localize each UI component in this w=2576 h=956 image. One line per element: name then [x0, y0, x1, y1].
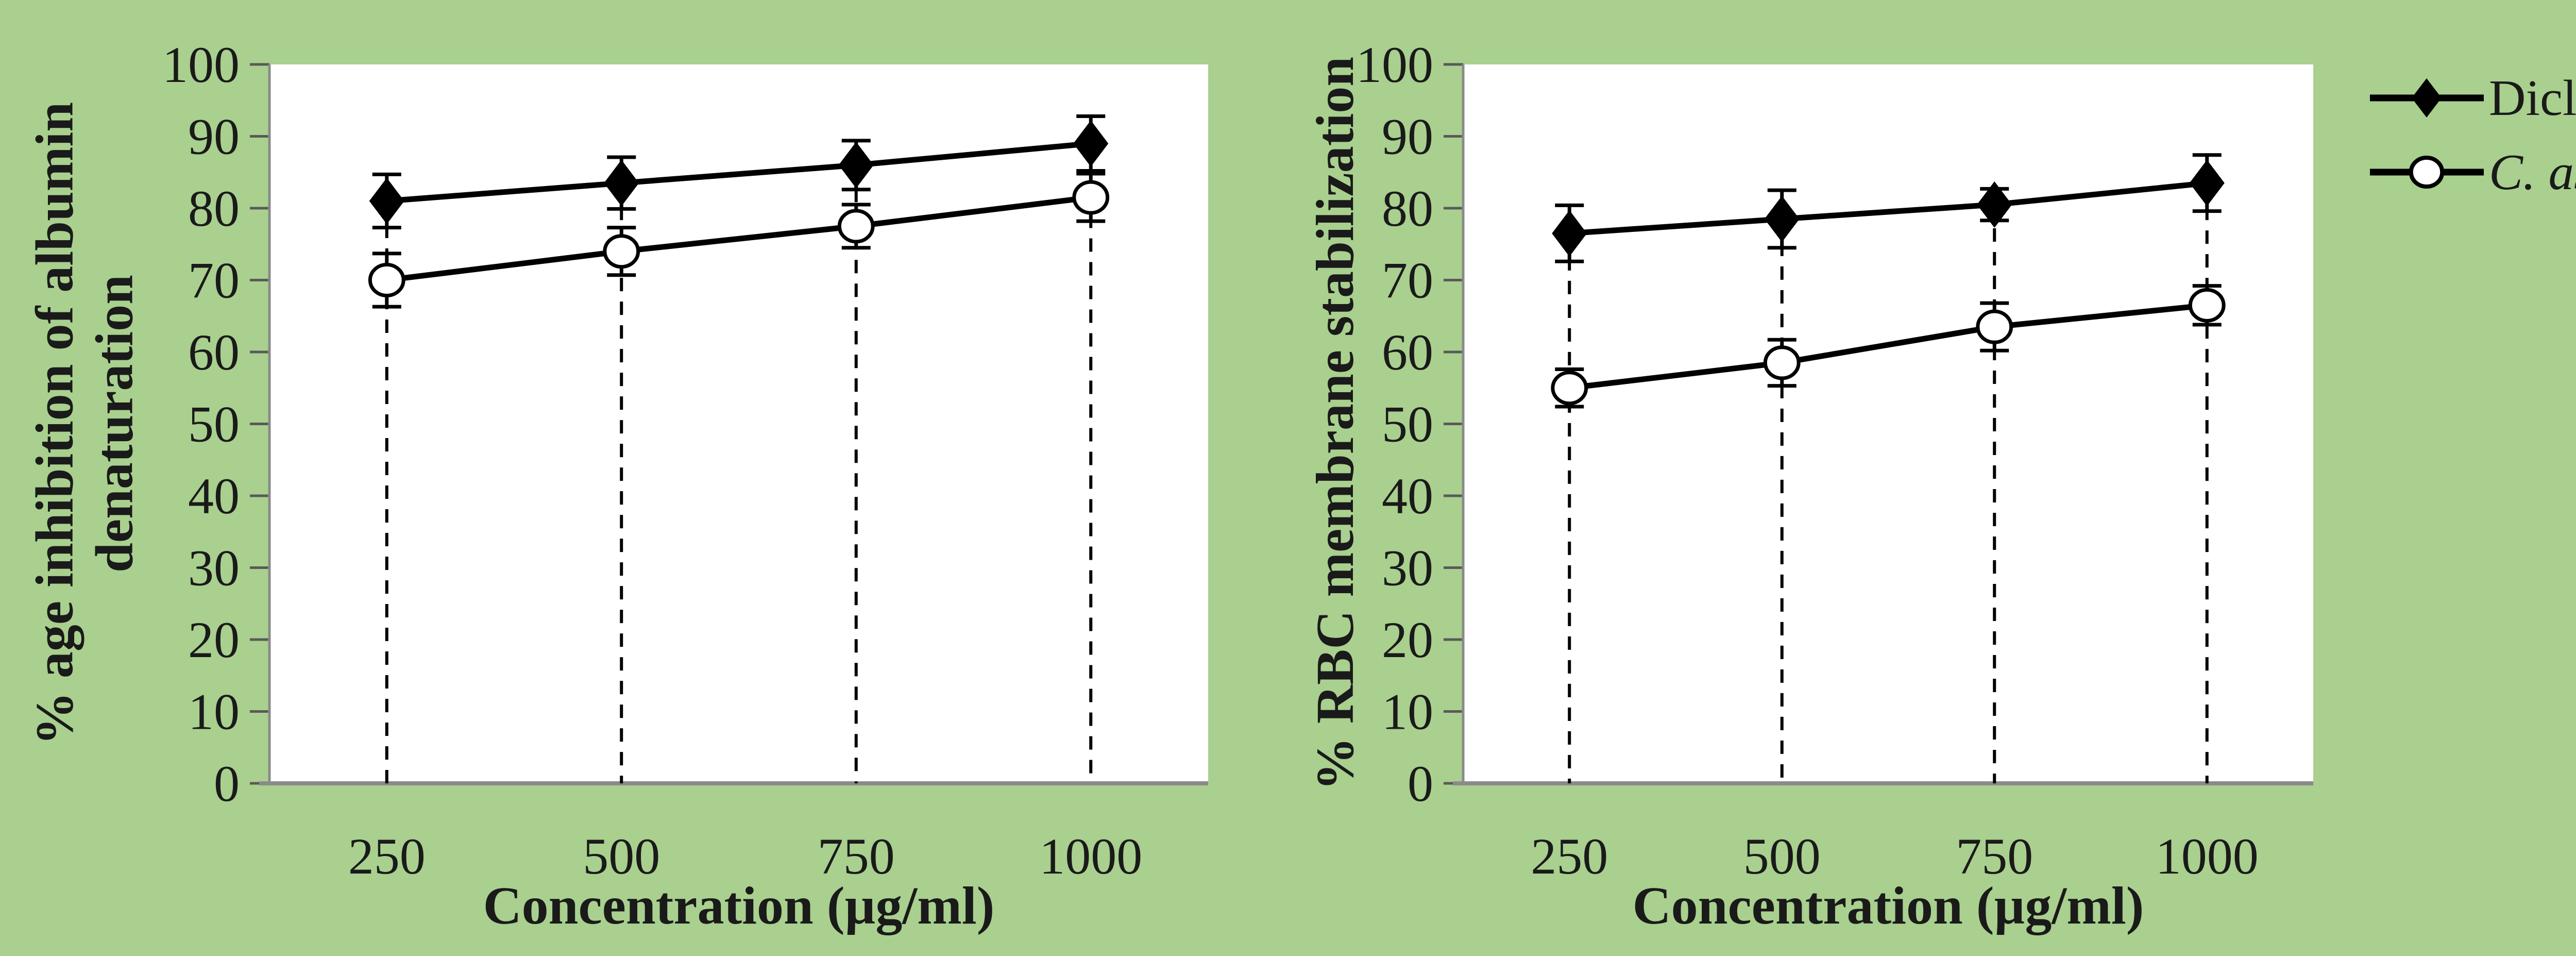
x-tick-label: 250 [348, 828, 426, 885]
x-tick-label: 250 [1531, 828, 1608, 885]
legend-circle [2409, 156, 2445, 189]
series-line [1569, 180, 2208, 237]
legend-entry-c-asiatica: C. asiatica [2369, 141, 2576, 203]
y-tick-label: 30 [1382, 540, 1433, 597]
y-tick-label: 60 [188, 324, 240, 381]
y-tick-label: 100 [162, 36, 240, 93]
data-point-circle [603, 234, 640, 269]
data-point-diamond [604, 160, 639, 207]
x-tick-label: 1000 [1039, 828, 1142, 885]
y-tick-label: 50 [1382, 396, 1433, 453]
data-point-diamond [1764, 195, 1800, 242]
y-tick-label: 20 [1382, 611, 1433, 668]
plot-area [1463, 64, 2313, 783]
data-point-diamond [2189, 160, 2225, 207]
y-tick-label: 100 [1356, 36, 1433, 93]
y-tick-label: 80 [1382, 180, 1433, 237]
data-point-diamond [838, 142, 874, 189]
series-line [386, 140, 1091, 204]
y-tick-label: 40 [188, 467, 240, 525]
legend-diamond [2412, 78, 2442, 118]
x-tick-label: 500 [583, 828, 660, 885]
legend-label-diclofenac: Diclofenac sodium [2489, 70, 2576, 126]
y-tick-label: 70 [188, 252, 240, 309]
y-tick-label: 30 [188, 540, 240, 597]
series-line [386, 194, 1091, 283]
data-point-circle [837, 209, 875, 244]
y-axis-title-left-line1: % age inhibition of albumin [25, 102, 84, 746]
series-line [1569, 302, 2208, 391]
data-point-circle [368, 263, 405, 297]
y-axis-title-right: % RBC membrane stabilization [1306, 57, 1365, 791]
data-point-diamond [1073, 120, 1109, 167]
data-point-circle [1072, 180, 1110, 215]
data-point-diamond [369, 178, 404, 225]
y-tick-label: 10 [188, 683, 240, 741]
y-axis-title-left: % age inhibition of albumin denaturation [25, 102, 145, 745]
diamond-marker-icon [2370, 78, 2484, 118]
y-axis-title-right-line1: % RBC membrane stabilization [1305, 56, 1365, 791]
y-tick-label: 90 [188, 108, 240, 165]
x-tick-label: 1000 [2156, 828, 2259, 885]
data-point-circle [1763, 345, 1801, 380]
y-tick-label: 0 [214, 755, 240, 812]
x-axis-title-left: Concentration (µg/ml) [483, 876, 995, 935]
legend-label-c-asiatica: C. asiatica [2489, 144, 2576, 200]
y-tick-label: 60 [1382, 324, 1433, 381]
y-tick-label: 80 [188, 180, 240, 237]
y-tick-label: 10 [1382, 683, 1433, 741]
y-tick-label: 90 [1382, 108, 1433, 165]
data-point-circle [1976, 309, 2013, 344]
y-axis-title-left-line2: denaturation [85, 275, 144, 573]
x-axis-title-right: Concentration (µg/ml) [1632, 876, 2144, 935]
y-tick-label: 50 [188, 396, 240, 453]
x-tick-label: 750 [818, 828, 895, 885]
y-tick-label: 20 [188, 611, 240, 668]
x-tick-label: 500 [1743, 828, 1821, 885]
data-point-diamond [1552, 210, 1587, 257]
circle-marker-icon [2370, 156, 2484, 189]
plot-area [269, 64, 1208, 783]
data-point-circle [2188, 288, 2226, 323]
x-tick-label: 750 [1956, 828, 2033, 885]
y-tick-label: 0 [1408, 755, 1433, 812]
data-point-circle [1551, 371, 1588, 406]
data-point-diamond [1977, 181, 2012, 228]
y-tick-label: 40 [1382, 467, 1433, 525]
legend-entry-diclofenac: Diclofenac sodium [2369, 67, 2576, 129]
y-tick-label: 70 [1382, 252, 1433, 309]
legend: Diclofenac sodium C. asiatica [2369, 67, 2576, 203]
